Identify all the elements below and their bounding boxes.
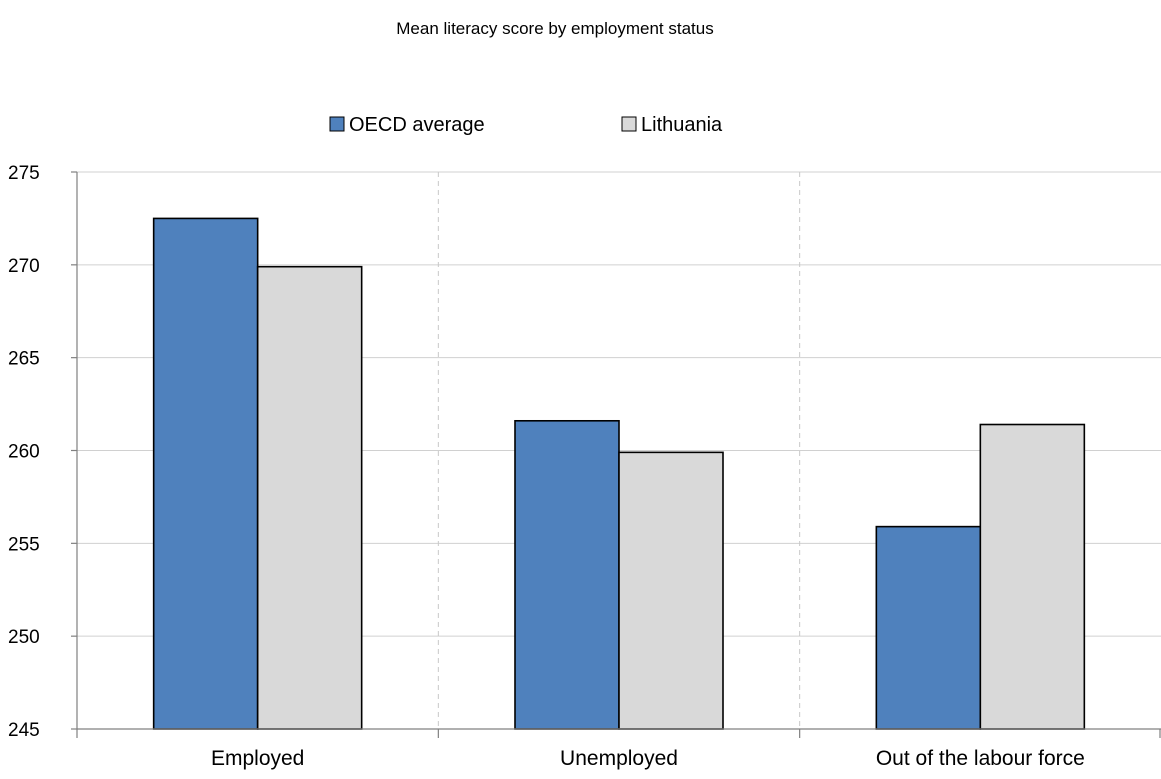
y-tick-label: 245 <box>8 720 40 741</box>
bar-lithuania-2 <box>979 423 1086 730</box>
bars <box>152 217 1086 730</box>
axes: 245 250 255 260 265 270 275 Employed Unemployed O… <box>8 163 1161 770</box>
y-tick-label: 275 <box>8 163 40 184</box>
legend-label-lithuania: Lithuania <box>641 114 723 136</box>
bar-oecd-average-1 <box>514 419 620 730</box>
bar-oecd-average-2 <box>875 525 982 730</box>
x-tick-label: Unemployed <box>560 747 678 770</box>
y-tick-label: 270 <box>8 256 40 277</box>
legend-label-oecd-average: OECD average <box>349 114 485 136</box>
y-tick-label: 250 <box>8 627 40 648</box>
legend-swatch-oecd-average <box>329 116 345 132</box>
bar-lithuania-1 <box>618 451 724 730</box>
legend-swatch-lithuania <box>621 116 637 132</box>
y-tick-label: 255 <box>8 534 40 555</box>
legend: OECD average Lithuania <box>329 114 723 136</box>
y-tick-label: 265 <box>8 349 40 370</box>
x-tick-label: Employed <box>211 747 304 770</box>
bar-oecd-average-0 <box>152 217 259 730</box>
chart-title: Mean literacy score by employment status <box>396 19 713 38</box>
bar-lithuania-0 <box>256 265 363 730</box>
x-tick-label: Out of the labour force <box>876 747 1085 770</box>
y-tick-label: 260 <box>8 442 40 463</box>
